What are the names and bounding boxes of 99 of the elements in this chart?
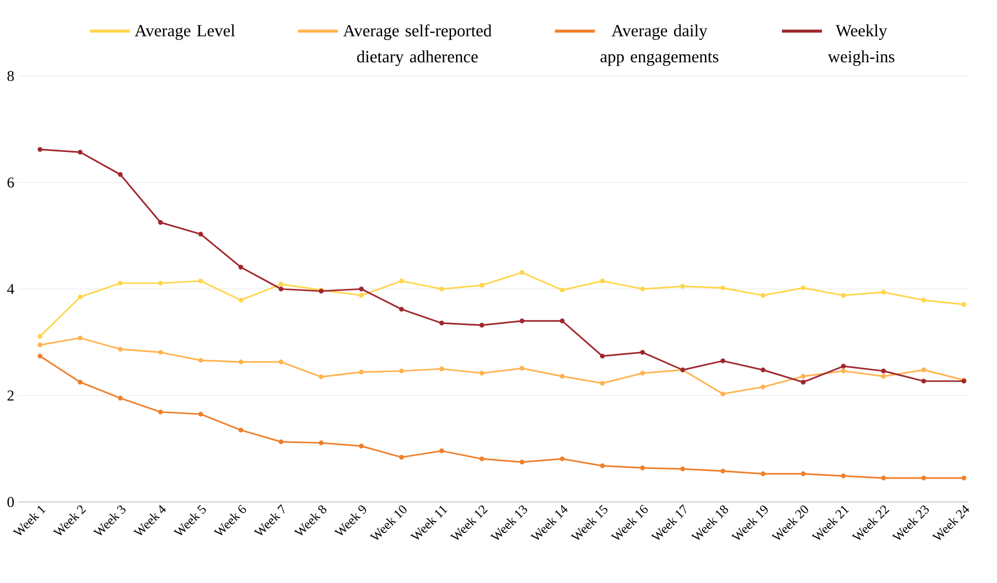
point <box>520 318 524 324</box>
point <box>198 358 204 363</box>
point <box>840 473 846 478</box>
point <box>881 290 886 295</box>
point <box>78 294 83 300</box>
point <box>439 320 444 326</box>
point <box>760 368 766 372</box>
point <box>158 410 163 414</box>
point <box>278 286 284 292</box>
point <box>399 368 404 374</box>
legend-label: Average daily app engagements <box>600 24 718 66</box>
y-tick-label: 6 <box>8 177 14 188</box>
point <box>840 364 846 369</box>
point <box>238 264 244 270</box>
point <box>78 150 83 155</box>
point <box>720 468 726 474</box>
point <box>760 292 766 298</box>
point <box>238 428 244 432</box>
point <box>921 476 926 480</box>
point <box>680 284 686 289</box>
legend-label: Average Level <box>134 24 235 40</box>
point <box>800 380 806 385</box>
point <box>921 368 926 372</box>
point <box>640 370 645 376</box>
y-tick-label: 4 <box>7 284 14 294</box>
point <box>78 336 83 340</box>
point <box>198 412 204 417</box>
point <box>720 358 726 364</box>
point <box>921 298 926 303</box>
point <box>479 456 484 462</box>
point <box>600 380 605 386</box>
point <box>600 354 605 358</box>
point <box>560 374 565 379</box>
point <box>720 391 726 396</box>
point <box>118 346 123 352</box>
point <box>318 440 324 446</box>
point <box>881 374 886 379</box>
point <box>318 374 324 380</box>
point <box>38 147 42 152</box>
point <box>358 286 364 292</box>
point <box>439 448 444 454</box>
point <box>961 476 966 480</box>
legend-label: Weekly weigh-ins <box>828 24 894 66</box>
point <box>720 286 726 290</box>
point <box>439 366 444 372</box>
point <box>278 282 284 287</box>
point <box>560 456 565 462</box>
point <box>520 366 524 371</box>
point <box>881 476 886 480</box>
point <box>560 288 565 292</box>
point <box>118 172 123 177</box>
y-tick-label: 2 <box>8 390 14 400</box>
point <box>358 444 364 448</box>
point <box>840 368 846 374</box>
point <box>38 342 42 348</box>
point <box>198 278 204 284</box>
point <box>158 280 163 286</box>
point <box>399 454 404 460</box>
legend-label: Average self-reported dietary adherence <box>343 24 492 66</box>
point <box>479 370 484 376</box>
y-tick-label: 8 <box>7 70 14 82</box>
point <box>399 278 404 284</box>
point <box>358 370 364 374</box>
point <box>680 466 686 472</box>
point <box>881 368 886 374</box>
point <box>439 286 444 292</box>
point <box>78 380 83 385</box>
point <box>640 286 645 292</box>
point <box>800 471 806 476</box>
point <box>640 350 645 355</box>
point <box>38 334 42 339</box>
point <box>800 374 806 379</box>
point <box>520 270 524 275</box>
point <box>600 278 605 284</box>
point <box>238 298 244 303</box>
point <box>38 354 42 358</box>
point <box>358 292 364 298</box>
point <box>399 306 404 312</box>
point <box>921 378 926 384</box>
point <box>198 232 204 237</box>
y-tick-label: 0 <box>7 496 14 508</box>
point <box>118 280 123 286</box>
point <box>961 302 966 307</box>
point <box>278 439 284 444</box>
point <box>800 286 806 290</box>
point <box>479 282 484 288</box>
point <box>158 350 163 355</box>
point <box>760 471 766 476</box>
point <box>640 466 645 470</box>
point <box>479 322 484 328</box>
point <box>840 292 846 298</box>
point <box>760 384 766 390</box>
point <box>520 460 524 464</box>
point <box>158 220 163 225</box>
point <box>238 360 244 364</box>
point <box>560 318 565 324</box>
point <box>600 463 605 468</box>
point <box>118 396 123 401</box>
point <box>278 360 284 364</box>
